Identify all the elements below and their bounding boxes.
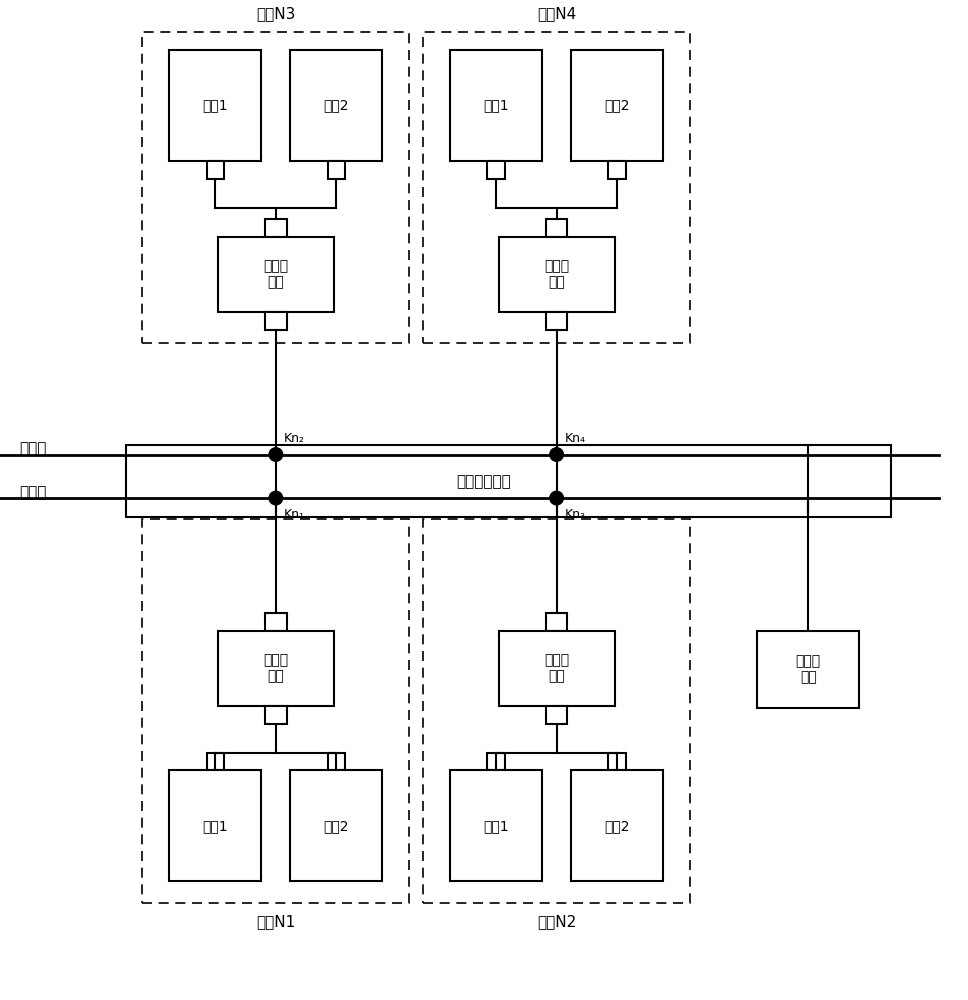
Bar [327, 753, 345, 770]
Text: Kn₄: Kn₄ [564, 432, 586, 445]
Text: 电池2: 电池2 [323, 819, 349, 833]
Bar [608, 161, 625, 179]
Text: 母线正: 母线正 [19, 441, 46, 456]
Bar [169, 770, 261, 881]
Text: 机组切换单元: 机组切换单元 [457, 475, 511, 490]
Bar [265, 312, 287, 330]
Text: 电池2: 电池2 [604, 99, 630, 113]
Bar [207, 753, 224, 770]
Text: 机组N3: 机组N3 [257, 6, 295, 21]
Text: Kn₁: Kn₁ [284, 508, 305, 521]
Text: 充放电
设备: 充放电 设备 [263, 653, 288, 684]
Bar [571, 50, 663, 161]
Bar [423, 519, 690, 903]
Bar [290, 770, 382, 881]
Text: 充放电
设备: 充放电 设备 [263, 259, 288, 290]
Bar [142, 519, 409, 903]
Text: Kn₂: Kn₂ [284, 432, 305, 445]
Text: 电池1: 电池1 [483, 99, 509, 113]
Bar [757, 631, 860, 708]
Text: Kn₃: Kn₃ [564, 508, 586, 521]
Text: 机组N1: 机组N1 [257, 914, 295, 929]
Text: 机组N4: 机组N4 [537, 6, 576, 21]
Bar [546, 312, 567, 330]
Bar [608, 753, 625, 770]
Bar [546, 219, 567, 237]
Text: 机组N2: 机组N2 [537, 914, 576, 929]
Bar [546, 613, 567, 631]
Bar [169, 50, 261, 161]
Text: 电池2: 电池2 [323, 99, 349, 113]
Text: 电池1: 电池1 [483, 819, 509, 833]
Bar [265, 706, 287, 724]
Text: 母线负: 母线负 [19, 485, 46, 500]
Bar [499, 237, 615, 312]
Text: 充放电
设备: 充放电 设备 [544, 259, 569, 290]
Bar [327, 161, 345, 179]
Circle shape [550, 448, 563, 461]
Bar [546, 706, 567, 724]
Bar [218, 237, 334, 312]
Bar [571, 770, 663, 881]
Text: 负载端
设备: 负载端 设备 [796, 654, 821, 685]
Bar [499, 631, 615, 706]
Text: 电池1: 电池1 [202, 99, 228, 113]
Bar [218, 631, 334, 706]
Bar [487, 161, 505, 179]
Bar [265, 219, 287, 237]
Text: 电池2: 电池2 [604, 819, 630, 833]
Text: 充放电
设备: 充放电 设备 [544, 653, 569, 684]
Circle shape [550, 491, 563, 505]
Bar [290, 50, 382, 161]
Bar [265, 613, 287, 631]
Bar [207, 161, 224, 179]
Bar [423, 32, 690, 343]
Bar [450, 770, 542, 881]
Text: 电池1: 电池1 [202, 819, 228, 833]
Bar [450, 50, 542, 161]
Bar [142, 32, 409, 343]
Bar [487, 753, 505, 770]
Circle shape [269, 491, 283, 505]
Bar [126, 445, 891, 517]
Circle shape [269, 448, 283, 461]
